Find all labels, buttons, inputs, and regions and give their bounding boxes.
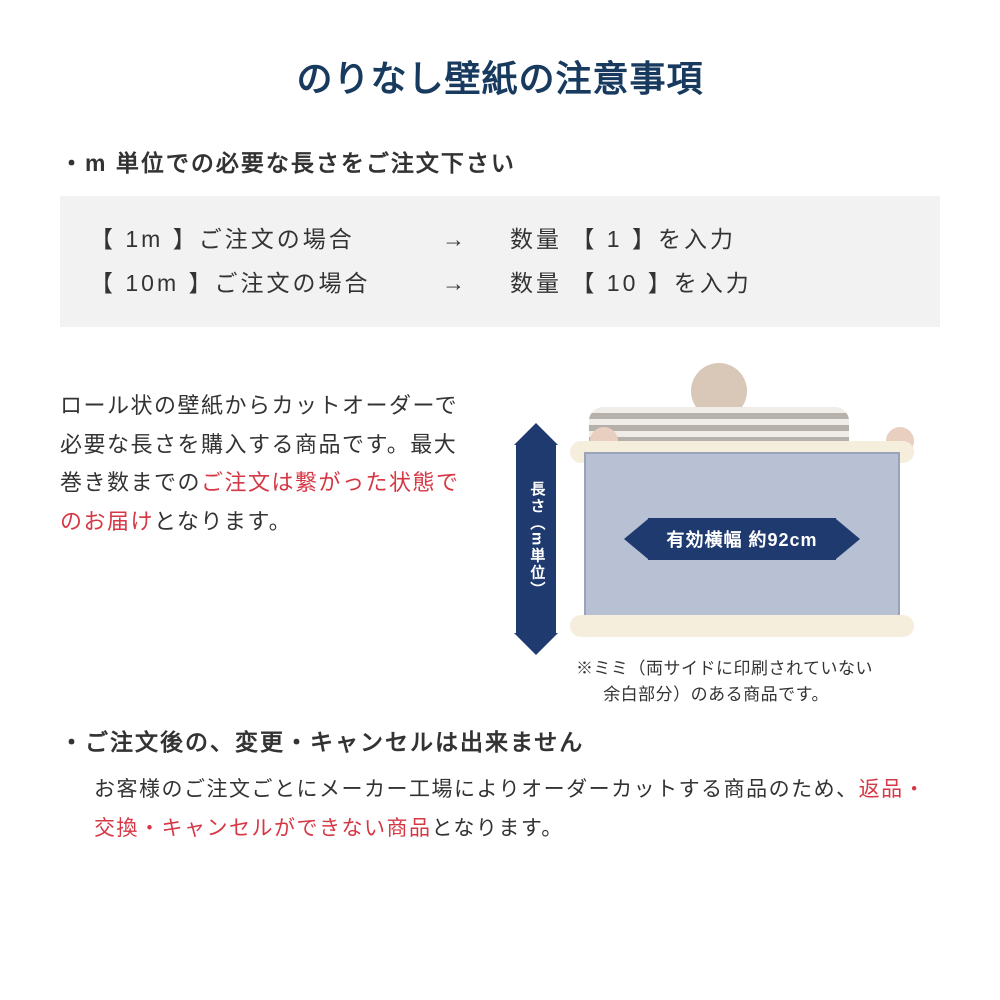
- no-cancel-after: となります。: [432, 817, 564, 840]
- order-row-1: 【 1m 】ご注文の場合 → 数量 【 1 】を入力: [90, 218, 910, 262]
- bullet-no-cancel: ・ご注文後の、変更・キャンセルは出来ません: [60, 723, 940, 757]
- order-row-1-left: 【 1m 】ご注文の場合: [90, 218, 400, 262]
- mimi-line2: 余白部分）のある商品です。: [576, 682, 936, 708]
- arrow-right-icon: →: [400, 262, 510, 306]
- wallpaper-diagram: 長さ（m単位） 有効横幅 約92cm ※ミミ（両サイドに印刷されていない 余白部…: [498, 363, 940, 683]
- length-label: 長さ（m単位）: [527, 481, 546, 598]
- length-arrow-icon: 長さ（m単位）: [516, 445, 556, 633]
- arrow-right-icon: →: [400, 218, 510, 262]
- description-section: ロール状の壁紙からカットオーダーで必要な長さを購入する商品です。最大巻き数までの…: [60, 363, 940, 683]
- order-row-2-right: 数量 【 10 】を入力: [510, 262, 910, 306]
- roll-bar-bottom: [570, 615, 914, 637]
- order-row-1-right: 数量 【 1 】を入力: [510, 218, 910, 262]
- mimi-footnote: ※ミミ（両サイドに印刷されていない 余白部分）のある商品です。: [576, 656, 936, 707]
- width-label: 有効横幅 約92cm: [666, 530, 817, 550]
- width-arrow-icon: 有効横幅 約92cm: [648, 518, 835, 560]
- description-text: ロール状の壁紙からカットオーダーで必要な長さを購入する商品です。最大巻き数までの…: [60, 363, 480, 683]
- mimi-line1: ※ミミ（両サイドに印刷されていない: [576, 659, 873, 678]
- order-row-2: 【 10m 】ご注文の場合 → 数量 【 10 】を入力: [90, 262, 910, 306]
- order-example-box: 【 1m 】ご注文の場合 → 数量 【 1 】を入力 【 10m 】ご注文の場合…: [60, 196, 940, 327]
- no-cancel-body: お客様のご注文ごとにメーカー工場によりオーダーカットする商品のため、返品・交換・…: [60, 771, 940, 849]
- desc-part2: となります。: [154, 509, 292, 534]
- roll-sheet: 有効横幅 約92cm: [584, 452, 900, 626]
- no-cancel-before: お客様のご注文ごとにメーカー工場によりオーダーカットする商品のため、: [94, 778, 859, 801]
- wallpaper-roll: 有効横幅 約92cm: [570, 441, 914, 637]
- bullet-order-length: ・m 単位での必要な長さをご注文下さい: [60, 144, 940, 178]
- page-title: のりなし壁紙の注意事項: [60, 50, 940, 102]
- order-row-2-left: 【 10m 】ご注文の場合: [90, 262, 400, 306]
